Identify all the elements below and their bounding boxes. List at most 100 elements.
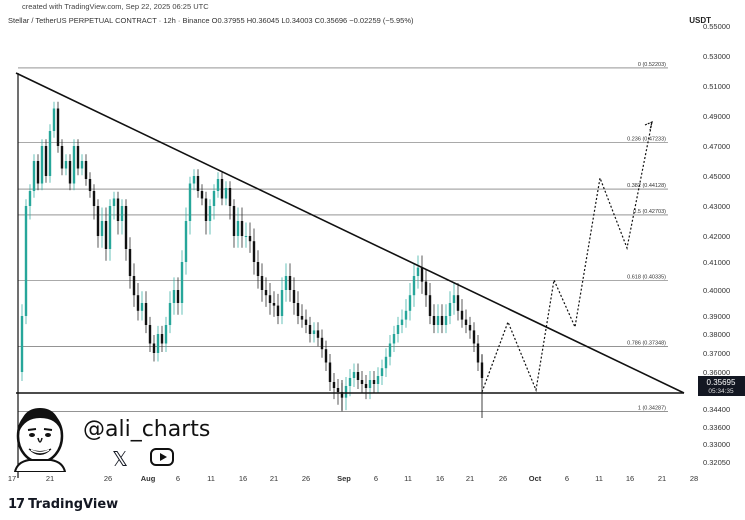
projection-path-line bbox=[481, 121, 653, 393]
candle-body bbox=[228, 188, 232, 206]
candle-body bbox=[312, 330, 316, 334]
descending-trendline bbox=[15, 72, 685, 394]
candle-body bbox=[88, 179, 92, 191]
x-logo-icon[interactable]: 𝕏 bbox=[111, 447, 129, 471]
candle-body bbox=[164, 325, 168, 344]
x-tick-label: 6 bbox=[565, 474, 569, 483]
candle-body bbox=[332, 382, 336, 388]
candle-body bbox=[400, 319, 404, 325]
price-tag-box bbox=[698, 376, 745, 396]
candle-body bbox=[56, 108, 60, 146]
candle-body bbox=[212, 191, 216, 206]
fib-levels: 0 (0.52203) 0.236 (0.47233) 0.382 (0.44128… bbox=[18, 62, 668, 412]
candle-body bbox=[180, 262, 184, 303]
x-tick-label: 21 bbox=[46, 474, 54, 483]
candle-body bbox=[268, 295, 272, 303]
candle-body bbox=[456, 295, 460, 311]
candle-body bbox=[92, 191, 96, 206]
projection-path bbox=[481, 120, 653, 393]
x-tick-label: 17 bbox=[8, 474, 16, 483]
candle-body bbox=[172, 290, 176, 303]
y-tick-label: 0.40000 bbox=[703, 286, 730, 295]
fib-level-label: 0 (0.52203) bbox=[638, 62, 666, 68]
y-tick-label: 0.41000 bbox=[703, 258, 730, 267]
y-tick-label: 0.49000 bbox=[703, 112, 730, 121]
x-tick-label: 26 bbox=[104, 474, 112, 483]
fib-level-label: 0.618 (0.40335) bbox=[627, 275, 666, 281]
y-tick-label: 0.32050 bbox=[703, 458, 730, 467]
candle-body bbox=[352, 372, 356, 378]
candle-body bbox=[216, 179, 220, 191]
candle-body bbox=[376, 376, 380, 384]
x-tick-label: 16 bbox=[436, 474, 444, 483]
candle-body bbox=[220, 179, 224, 199]
candle-body bbox=[232, 206, 236, 236]
x-tick-label: 11 bbox=[207, 474, 215, 483]
candle-body bbox=[196, 176, 200, 191]
tradingview-name: TradingView bbox=[28, 497, 119, 512]
y-tick-label: 0.51000 bbox=[703, 82, 730, 91]
candle-body bbox=[284, 276, 288, 290]
candle-body bbox=[76, 146, 80, 169]
x-tick-label: Oct bbox=[529, 474, 542, 483]
candle-body bbox=[248, 236, 252, 242]
candle-body bbox=[28, 191, 32, 206]
x-tick-label: 6 bbox=[176, 474, 180, 483]
x-tick-label: 6 bbox=[374, 474, 378, 483]
candle-body bbox=[416, 267, 420, 276]
candle-body bbox=[408, 295, 412, 311]
candle-body bbox=[112, 198, 116, 206]
x-tick-label: 16 bbox=[626, 474, 634, 483]
candle-body bbox=[256, 262, 260, 276]
candle-body bbox=[300, 316, 304, 320]
candle-body bbox=[276, 305, 280, 316]
candle-body bbox=[424, 281, 428, 296]
fib-level-label: 1 (0.34287) bbox=[638, 406, 666, 412]
candle-body bbox=[452, 295, 456, 303]
candle-body bbox=[176, 290, 180, 303]
candle-body bbox=[328, 362, 332, 382]
candle-body bbox=[348, 378, 352, 386]
candle-body bbox=[292, 290, 296, 303]
candle-body bbox=[20, 316, 24, 372]
candle-body bbox=[336, 388, 340, 392]
candle-body bbox=[384, 356, 388, 369]
author-avatar bbox=[13, 408, 67, 472]
candle-body bbox=[380, 368, 384, 376]
candle-body bbox=[444, 316, 448, 325]
x-tick-label: 21 bbox=[270, 474, 278, 483]
projection-arrowhead bbox=[644, 120, 653, 131]
candle-body bbox=[152, 343, 156, 353]
candle-body bbox=[372, 380, 376, 384]
candle-body bbox=[404, 310, 408, 320]
tradingview-logo: 17 bbox=[8, 497, 25, 512]
tradingview-brand: 17 TradingView bbox=[8, 497, 118, 512]
candle-body bbox=[272, 303, 276, 306]
candle-body bbox=[264, 290, 268, 296]
candle-body bbox=[432, 316, 436, 325]
candle-body bbox=[428, 295, 432, 316]
candle-body bbox=[344, 386, 348, 398]
candle-body bbox=[24, 206, 28, 316]
candle-body bbox=[192, 176, 196, 184]
candle-body bbox=[64, 161, 68, 169]
candle-body bbox=[356, 372, 360, 380]
candle-body bbox=[476, 343, 480, 363]
candle-body bbox=[68, 161, 72, 184]
candle-body bbox=[412, 276, 416, 296]
candle-body bbox=[260, 276, 264, 290]
candle-body bbox=[244, 236, 248, 237]
x-tick-label: 11 bbox=[404, 474, 412, 483]
candle-body bbox=[204, 198, 208, 221]
currency-label: USDT bbox=[689, 16, 711, 25]
youtube-play-icon[interactable] bbox=[150, 448, 174, 466]
y-tick-label: 0.33600 bbox=[703, 423, 730, 432]
candle-body bbox=[324, 349, 328, 363]
author-handle: @ali_charts bbox=[83, 417, 211, 442]
x-tick-label: 26 bbox=[302, 474, 310, 483]
candle-body bbox=[360, 380, 364, 384]
candle-body bbox=[236, 221, 240, 236]
candle-body bbox=[472, 330, 476, 344]
x-tick-label: Aug bbox=[141, 474, 156, 483]
